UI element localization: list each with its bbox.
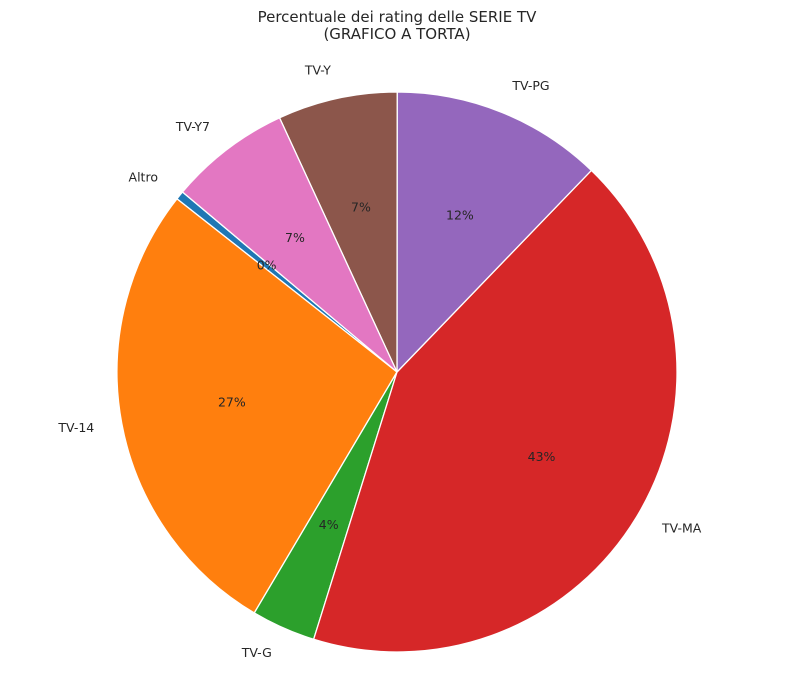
percent-label-tv-g: 4% [319,517,339,532]
pie-labels: Altro 0% TV-14 27% TV-G 4% TV-MA 43% TV-PG 12% TV-… [57,63,701,660]
category-label-tv-y7: TV-Y7 [175,119,210,134]
percent-label-tv-y: 7% [351,199,371,214]
category-label-tv-pg: TV-PG [511,78,549,93]
percent-label-tv-y7: 7% [285,230,305,245]
chart-title-line1: Percentuale dei rating delle SERIE TV [258,8,538,26]
percent-label-tv-ma: 43% [528,449,556,464]
category-label-altro: Altro [129,169,158,184]
percent-label-tv-14: 27% [218,394,246,409]
pie-slice-tv-y [278,91,398,373]
chart-title-line2: (GRAFICO A TORTA) [323,25,470,43]
pie-slice-tv-14 [116,197,398,614]
category-label-tv-ma: TV-MA [661,520,702,535]
category-label-tv-g: TV-G [241,645,272,660]
percent-label-altro: 0% [257,258,277,273]
pie-slice-tv-y7 [181,116,398,373]
pie-slice-tv-ma [312,169,678,653]
category-label-tv-14: TV-14 [57,420,94,435]
pie-slice-tv-pg [396,91,593,374]
pie-slices [116,91,678,653]
percent-label-tv-pg: 12% [446,208,474,223]
category-label-tv-y: TV-Y [304,63,331,78]
